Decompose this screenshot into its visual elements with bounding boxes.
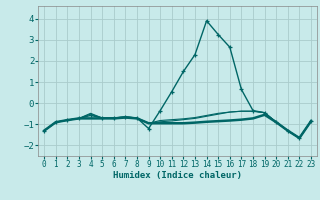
X-axis label: Humidex (Indice chaleur): Humidex (Indice chaleur) <box>113 171 242 180</box>
